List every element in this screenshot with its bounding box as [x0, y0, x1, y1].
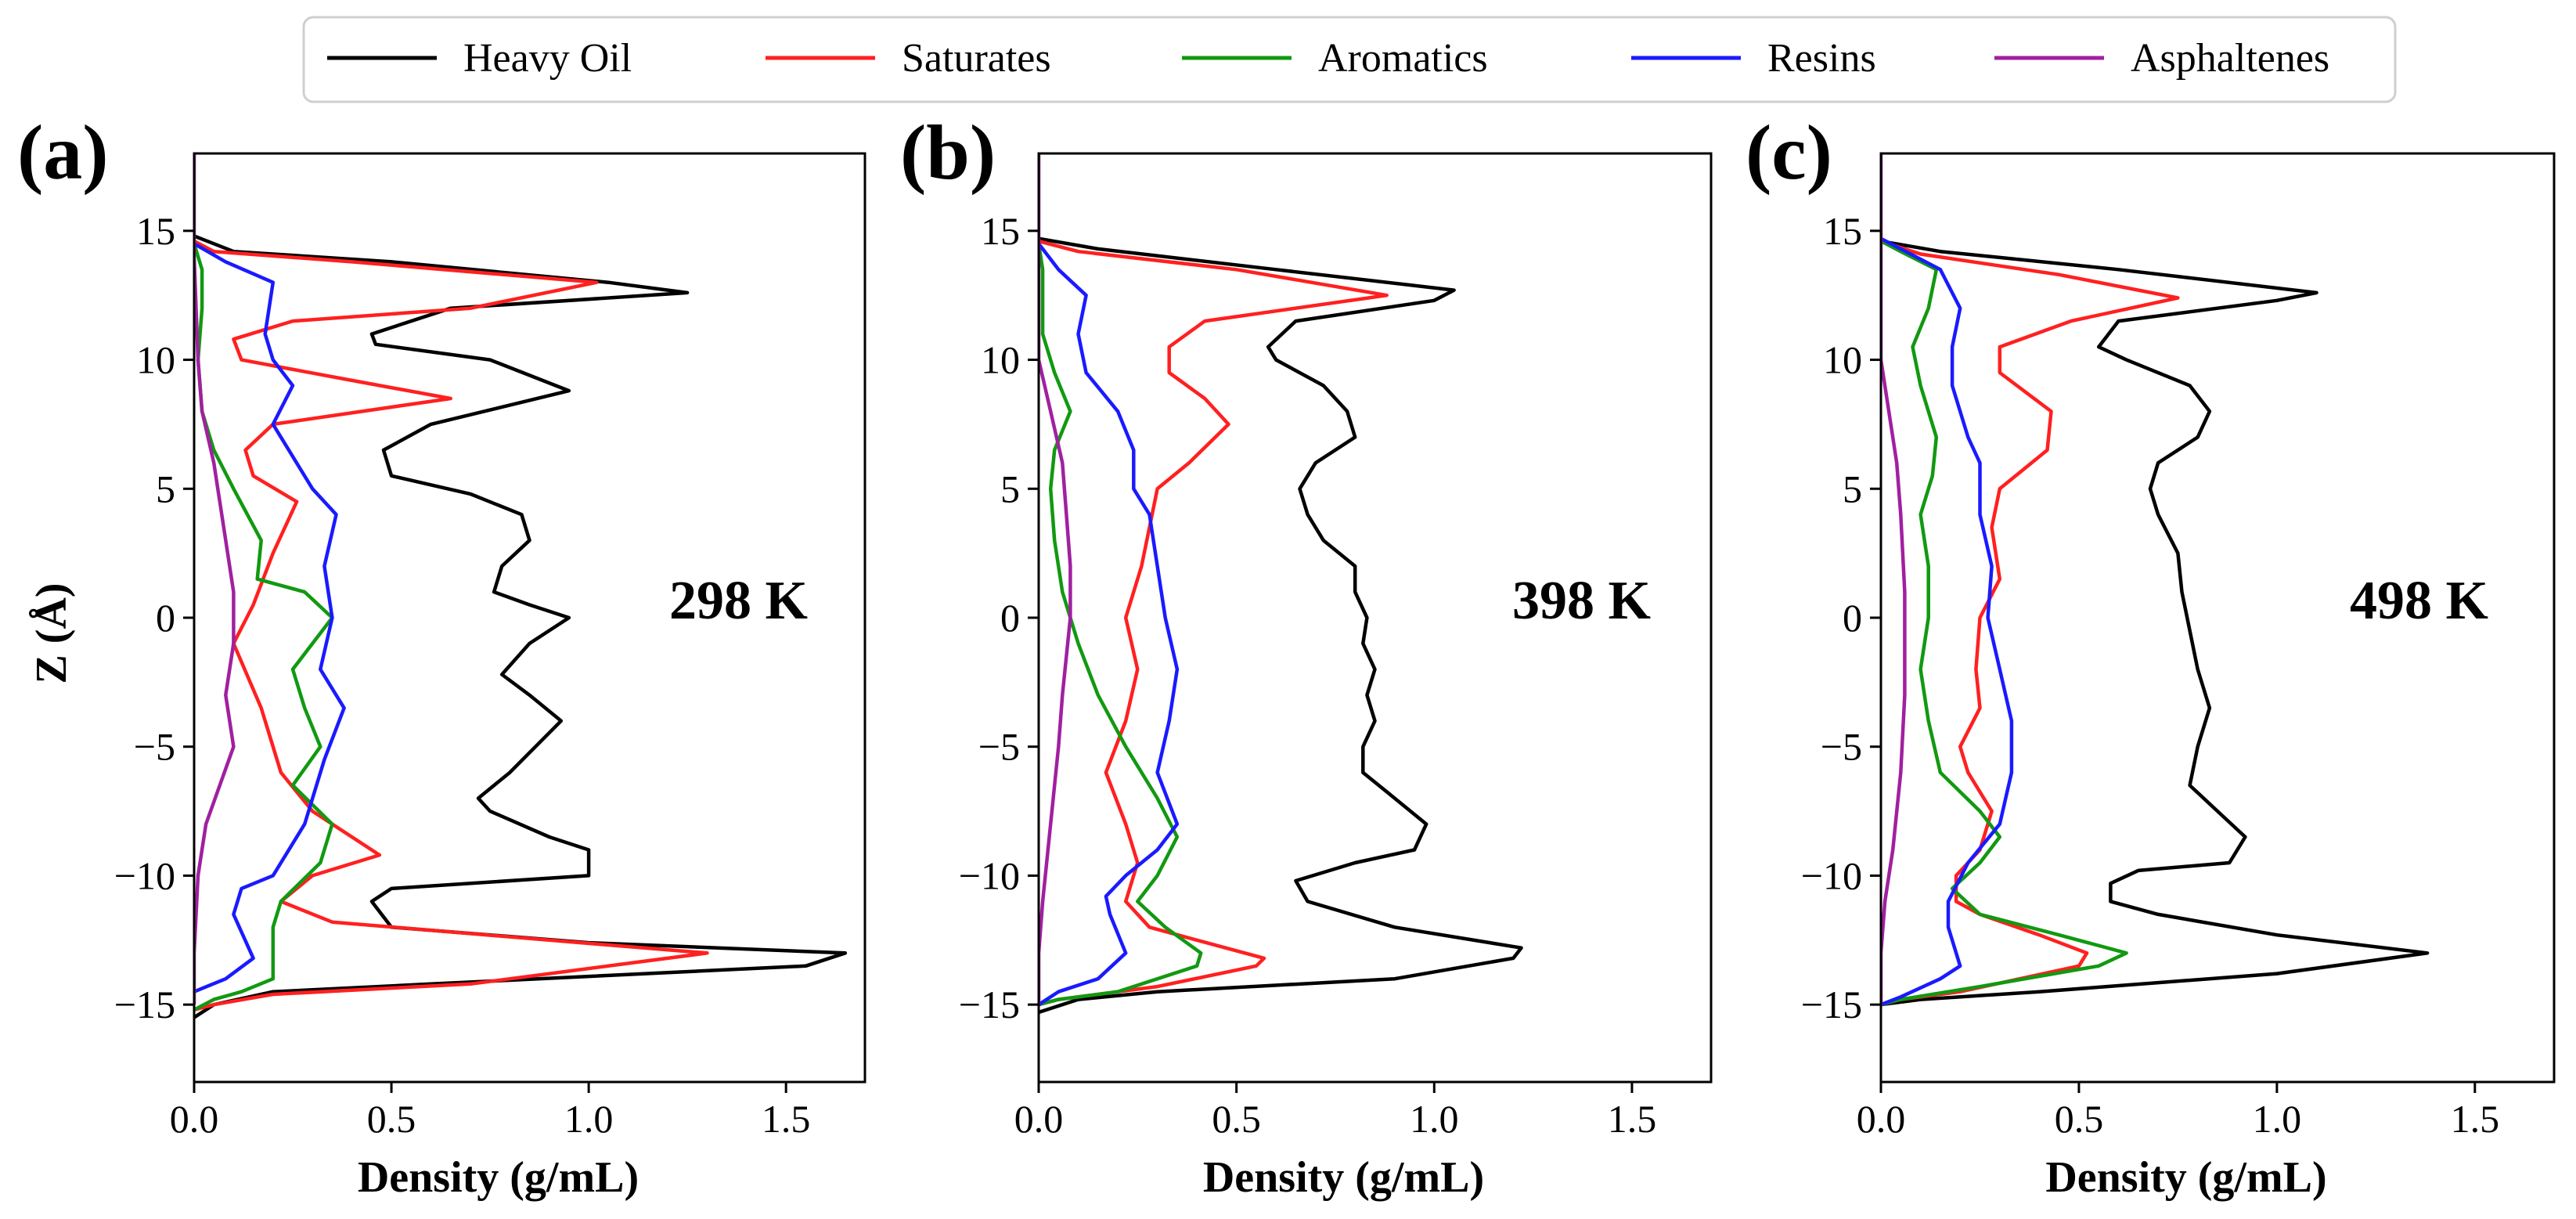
series-group: [1881, 153, 2430, 1007]
series-line-resins: [194, 242, 346, 994]
x-tick-label: 0.5: [2055, 1097, 2104, 1141]
series-line-asphaltenes: [1039, 153, 1072, 1005]
legend-label: Aromatics: [1318, 36, 1488, 81]
y-tick-label: −15: [1801, 983, 1862, 1026]
y-tick-label: 10: [1823, 338, 1862, 382]
y-tick-label: 10: [981, 338, 1020, 382]
panels: 0.0 0.5 1.0 1.5 −15 −10 −5 0 5 10 15 Density (g/mL)…: [17, 109, 2556, 1202]
y-tick-label: 15: [981, 209, 1020, 253]
x-tick-label: 1.5: [2451, 1097, 2500, 1141]
series-line-heavy-oil: [1039, 236, 1523, 1015]
y-tick-label: −5: [134, 725, 175, 769]
series-line-saturates: [1881, 239, 2180, 1007]
series-line-aromatics: [1039, 243, 1203, 1007]
x-tick-label: 0.0: [1014, 1097, 1064, 1141]
legend-item: Resins: [1631, 36, 1876, 81]
y-tick-label: 5: [1000, 467, 1020, 510]
series-line-saturates: [1039, 239, 1389, 1007]
y-tick-label: 0: [156, 596, 175, 640]
series-line-asphaltenes: [194, 153, 236, 1005]
temperature-annotation: 298 K: [669, 571, 808, 631]
legend-label: Resins: [1767, 36, 1876, 81]
series-line-resins: [1881, 236, 2014, 1007]
legend-label: Saturates: [902, 36, 1051, 81]
y-tick-label: 15: [1823, 209, 1862, 253]
y-tick-label: −10: [114, 853, 175, 897]
panel-letter: (a): [17, 109, 109, 196]
series-group: [194, 153, 848, 1019]
x-tick-label: 0.5: [367, 1097, 416, 1141]
y-tick-label: −15: [114, 983, 175, 1026]
x-axis-title: Density (g/mL): [2045, 1153, 2326, 1202]
y-tick-label: −5: [978, 725, 1020, 769]
temperature-annotation: 498 K: [2350, 571, 2488, 631]
y-tick-label: −10: [1801, 853, 1862, 897]
y-tick-label: 0: [1843, 596, 1862, 640]
x-axis-title: Density (g/mL): [358, 1153, 639, 1202]
x-axis-title: Density (g/mL): [1203, 1153, 1484, 1202]
chart-panel: 0.0 0.5 1.0 1.5 −15 −10 −5 0 5 10 15 Density (g/mL)…: [1746, 109, 2556, 1202]
x-tick-label: 1.5: [762, 1097, 811, 1141]
series-line-asphaltenes: [1881, 153, 1907, 1005]
series-line-resins: [1039, 242, 1180, 1007]
legend-item: Saturates: [766, 36, 1051, 81]
chart-panel: 0.0 0.5 1.0 1.5 −15 −10 −5 0 5 10 15 Density (g/mL)…: [900, 109, 1713, 1202]
y-tick-label: 5: [1843, 467, 1862, 510]
y-tick-label: −10: [959, 853, 1020, 897]
legend-item: Aromatics: [1182, 36, 1488, 81]
x-tick-label: 0.5: [1212, 1097, 1261, 1141]
legend-label: Heavy Oil: [463, 36, 632, 81]
x-tick-label: 0.0: [170, 1097, 219, 1141]
x-tick-label: 1.5: [1608, 1097, 1657, 1141]
y-tick-label: 0: [1000, 596, 1020, 640]
y-tick-label: 5: [156, 467, 175, 510]
panel-letter: (b): [900, 109, 996, 196]
legend-frame: [302, 16, 2397, 103]
chart-panel: 0.0 0.5 1.0 1.5 −15 −10 −5 0 5 10 15 Density (g/mL)…: [17, 109, 866, 1202]
y-tick-label: 15: [136, 209, 175, 253]
series-line-aromatics: [194, 243, 334, 1012]
series-group: [1039, 153, 1523, 1015]
x-tick-label: 1.0: [564, 1097, 614, 1141]
legend-item: Heavy Oil: [327, 36, 632, 81]
legend-label: Asphaltenes: [2131, 36, 2329, 81]
y-tick-label: −15: [959, 983, 1020, 1026]
series-line-heavy-oil: [1881, 239, 2430, 1007]
x-tick-label: 1.0: [2253, 1097, 2302, 1141]
y-tick-label: 10: [136, 338, 175, 382]
y-axis-title: Z (Å): [27, 582, 76, 683]
temperature-annotation: 398 K: [1512, 571, 1651, 631]
x-tick-label: 1.0: [1410, 1097, 1459, 1141]
series-line-aromatics: [1881, 240, 2128, 1007]
y-tick-label: −5: [1821, 725, 1862, 769]
panel-letter: (c): [1746, 109, 1832, 196]
legend-item: Asphaltenes: [1994, 36, 2329, 81]
x-tick-label: 0.0: [1857, 1097, 1906, 1141]
legend: Heavy Oil Saturates Aromatics Resins Asphalt…: [302, 16, 2397, 103]
